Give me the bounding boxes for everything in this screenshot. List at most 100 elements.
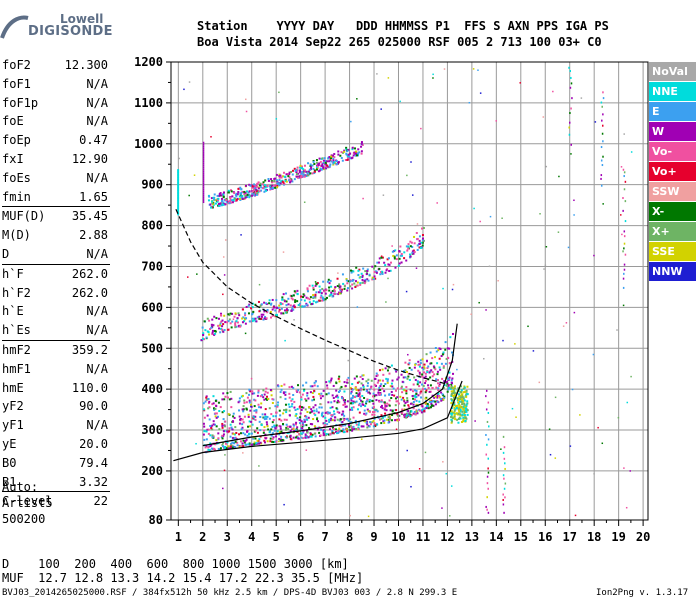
param-value: 359.2 [71,342,108,357]
x-tick-label: 10 [391,530,405,544]
streak-point [486,508,488,511]
echo-point [457,409,460,412]
echo-point [257,389,260,392]
noise-point [387,77,390,79]
echo-point [286,173,289,176]
echo-point [429,390,432,393]
echo-point [282,409,285,412]
echo-point [280,419,283,422]
echo-point [300,305,303,308]
echo-point [251,320,254,323]
param-name: foEp [2,133,31,148]
echo-point [203,430,206,433]
streak-point [624,253,627,256]
echo-point [362,425,365,428]
echo-point [204,400,207,403]
echo-point [235,195,238,198]
echo-point [447,384,450,387]
echo-point [415,392,418,395]
echo-point [271,308,274,311]
echo-point [462,420,465,423]
echo-point [421,388,424,391]
echo-point [365,421,368,424]
echo-point [243,415,246,418]
streak-point [624,180,627,183]
echo-point [368,273,371,276]
echo-point [344,159,347,162]
echo-point [338,430,341,433]
echo-point [286,436,289,439]
noise-point [625,506,628,509]
echo-point [202,186,205,189]
echo-point [323,157,326,160]
echo-point [369,386,372,389]
echo-point [326,280,329,283]
echo-point [355,375,358,378]
echo-point [230,397,233,400]
echo-point [294,436,297,439]
echo-point [219,331,222,334]
echo-point [261,187,264,190]
streak-point [503,477,505,480]
echo-point [202,194,205,197]
echo-point [319,167,322,170]
echo-point [251,185,254,188]
echo-point [264,433,267,436]
x-tick-label: 9 [370,530,377,544]
echo-point [337,399,340,402]
echo-point [427,384,430,387]
echo-point [438,366,441,369]
echo-point [387,403,390,406]
echo-point [235,320,238,323]
echo-point [265,395,268,398]
echo-point [401,408,404,411]
echo-point [426,369,429,372]
echo-point [416,380,419,383]
echo-point [263,317,266,320]
file-info: BVJ03_2014265025000.RSF / 384fx512h 50 k… [2,588,458,598]
echo-point [177,182,180,185]
echo-point [451,420,454,423]
echo-point [366,398,369,401]
echo-point [247,191,250,194]
echo-point [292,386,295,389]
echo-point [343,149,346,152]
echo-point [255,442,258,445]
echo-point [226,321,229,324]
echo-point [308,298,311,301]
echo-point [341,159,344,162]
echo-point [458,404,461,407]
echo-point [416,412,419,415]
echo-point [265,421,268,424]
echo-point [268,417,271,420]
echo-point [390,419,393,422]
echo-point [401,380,404,383]
echo-point [177,201,180,204]
echo-point [270,394,273,397]
echo-point [461,396,464,399]
echo-point [338,427,341,430]
echo-point [232,436,235,439]
echo-point [354,386,357,389]
echo-point [218,428,221,431]
param-separator [2,491,110,493]
echo-point [426,405,429,408]
echo-point [340,425,343,428]
streak-point [624,220,627,223]
noise-point [314,281,317,283]
echo-point [288,173,291,176]
echo-point [420,396,423,399]
echo-point [205,438,208,441]
echo-point [418,246,421,249]
echo-point [360,382,363,385]
echo-point [234,193,237,196]
echo-point [380,400,383,403]
echo-point [384,403,387,406]
echo-point [380,414,383,417]
header-labels: Station YYYY DAY DDD HHMMSS P1 FFS S AXN… [197,19,609,33]
echo-point [223,314,226,317]
echo-point [406,377,409,380]
echo-point [177,208,180,211]
echo-point [350,157,353,160]
echo-point [244,196,247,199]
